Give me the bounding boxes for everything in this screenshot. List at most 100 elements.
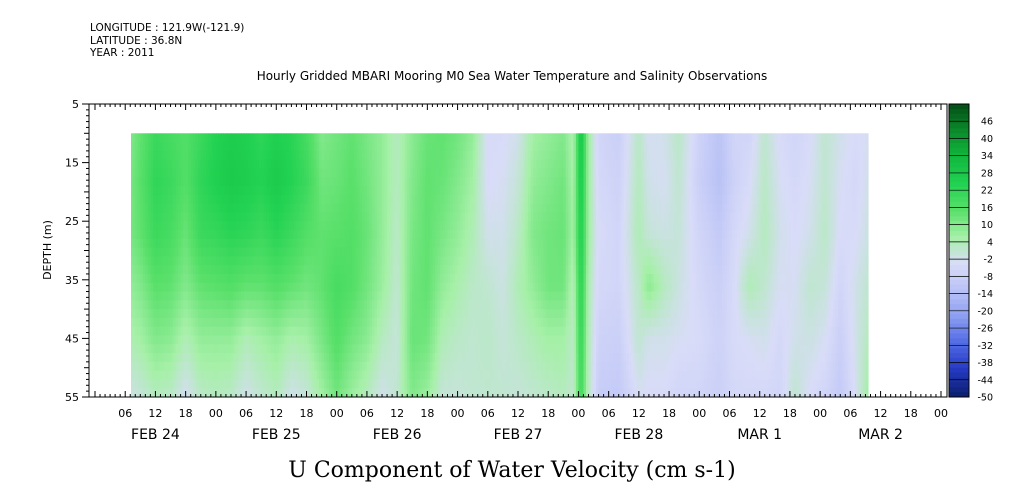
heatmap-cell (208, 326, 212, 337)
heatmap-cell (379, 142, 383, 152)
heatmap-cell (434, 142, 439, 152)
heatmap-cell (452, 282, 456, 293)
heatmap-cell (253, 256, 257, 266)
heatmap-cell (525, 186, 529, 196)
heatmap-cell (236, 300, 240, 310)
heatmap-cell (155, 282, 159, 293)
heatmap-cell (455, 159, 459, 170)
heatmap-cell (288, 344, 292, 354)
heatmap-cell (233, 238, 237, 249)
heatmap-cell (399, 265, 403, 275)
heatmap-cell (243, 142, 247, 152)
heatmap-cell (374, 335, 378, 345)
heatmap-cell (407, 291, 411, 301)
heatmap-cell (427, 194, 431, 205)
heatmap-cell (447, 159, 451, 170)
heatmap-cell (366, 142, 371, 152)
heatmap-cell (399, 353, 403, 363)
heatmap-cell (379, 379, 383, 389)
heatmap-cell (518, 273, 522, 284)
heatmap-cell (492, 229, 496, 240)
heatmap-cell (193, 221, 197, 231)
heatmap-cell (407, 168, 411, 178)
heatmap-cell (123, 353, 126, 362)
heatmap-cell (525, 265, 529, 275)
heatmap-cell (145, 379, 149, 389)
heatmap-cell (394, 150, 398, 161)
heatmap-cell (145, 159, 149, 170)
heatmap-cell (268, 229, 272, 240)
heatmap-cell (168, 344, 172, 354)
heatmap-cell (123, 168, 126, 177)
heatmap-cell (485, 291, 489, 301)
heatmap-cell (492, 353, 496, 363)
heatmap-cell (283, 370, 287, 381)
heatmap-cell (273, 353, 277, 363)
heatmap-cell (258, 265, 262, 275)
heatmap-cell (329, 370, 333, 381)
heatmap-cell (422, 344, 426, 354)
heatmap-cell (278, 186, 282, 196)
heatmap-cell (132, 256, 136, 266)
heatmap-cell (215, 370, 219, 381)
heatmap-cell (462, 291, 466, 301)
heatmap-cell (356, 273, 360, 284)
heatmap-cell (387, 203, 391, 214)
heatmap-cell (361, 344, 366, 354)
heatmap-cell (429, 194, 433, 205)
heatmap-cell (170, 353, 174, 363)
heatmap-cell (233, 282, 237, 293)
heatmap-cell (185, 238, 189, 249)
heatmap-cell (115, 151, 118, 160)
heatmap-cell (523, 238, 527, 249)
heatmap-cell (145, 133, 149, 143)
heatmap-cell (389, 194, 393, 205)
heatmap-cell (213, 344, 217, 354)
heatmap-cell (198, 388, 202, 397)
heatmap-cell (283, 344, 287, 354)
heatmap-cell (414, 142, 418, 152)
heatmap-cell (502, 177, 507, 187)
heatmap-cell (288, 150, 292, 161)
heatmap-cell (110, 371, 113, 380)
heatmap-cell (477, 370, 481, 381)
heatmap-cell (118, 212, 121, 221)
heatmap-cell (243, 177, 247, 187)
heatmap-cell (283, 186, 287, 196)
heatmap-cell (185, 353, 189, 363)
heatmap-cell (319, 159, 323, 170)
heatmap-cell (160, 186, 164, 196)
heatmap-cell (165, 344, 169, 354)
heatmap-cell (125, 195, 128, 204)
heatmap-cell (293, 186, 298, 196)
heatmap-cell (213, 309, 217, 319)
heatmap-cell (243, 273, 247, 284)
heatmap-cell (128, 309, 131, 318)
heatmap-cell (223, 309, 227, 319)
heatmap-cell (316, 168, 320, 178)
heatmap-cell (271, 317, 275, 328)
heatmap-cell (157, 159, 162, 170)
heatmap-cell (387, 309, 391, 319)
heatmap-cell (286, 291, 290, 301)
heatmap-cell (271, 361, 275, 372)
heatmap-cell (190, 212, 194, 222)
heatmap-cell (455, 221, 459, 231)
heatmap-cell (485, 177, 489, 187)
heatmap-cell (263, 388, 267, 397)
heatmap-cell (402, 309, 406, 319)
heatmap-cell (288, 309, 292, 319)
heatmap-cell (495, 238, 499, 249)
heatmap-cell (314, 361, 318, 372)
heatmap-cell (193, 194, 197, 205)
heatmap-cell (462, 265, 466, 275)
heatmap-cell (115, 212, 118, 221)
heatmap-cell (404, 194, 408, 205)
heatmap-cell (233, 317, 237, 328)
heatmap-cell (195, 344, 199, 354)
heatmap-cell (387, 291, 391, 301)
heatmap-cell (113, 318, 116, 327)
heatmap-cell (178, 344, 182, 354)
heatmap-cell (261, 177, 265, 187)
heatmap-cell (457, 142, 461, 152)
